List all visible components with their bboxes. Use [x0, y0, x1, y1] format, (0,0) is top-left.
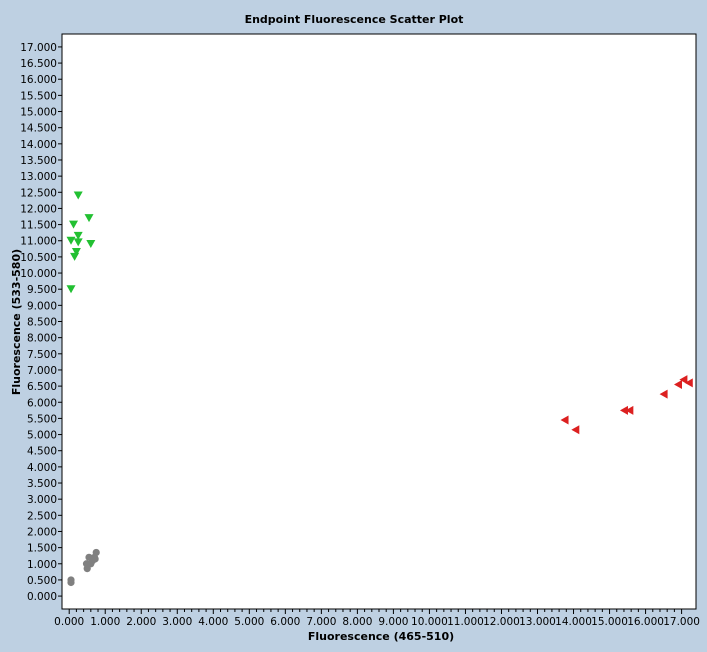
y-tick-label: 0.000	[27, 591, 57, 603]
y-tick-label: 1.500	[27, 543, 57, 555]
y-tick-label: 8.000	[27, 333, 57, 345]
x-tick-label: 6.000	[270, 616, 300, 628]
y-tick-label: 2.500	[27, 510, 57, 522]
data-point-green	[66, 285, 76, 294]
data-point-red	[684, 378, 693, 388]
data-points	[66, 191, 693, 587]
x-tick-label: 17.000	[663, 616, 700, 628]
y-tick-label: 16.500	[20, 58, 57, 70]
x-tick-label: 5.000	[234, 616, 264, 628]
y-tick-label: 12.000	[20, 203, 57, 215]
y-tick-label: 13.000	[20, 171, 57, 183]
y-tick-label: 8.500	[27, 317, 57, 329]
y-tick-label: 16.000	[20, 74, 57, 86]
y-tick-label: 9.500	[27, 284, 57, 296]
data-point-gray	[92, 548, 100, 557]
x-tick-label: 9.000	[378, 616, 408, 628]
data-point-green	[73, 238, 83, 247]
y-tick-label: 3.500	[27, 478, 57, 490]
y-tick-label: 12.500	[20, 187, 57, 199]
y-tick-label: 5.000	[27, 430, 57, 442]
y-tick-label: 4.500	[27, 446, 57, 458]
x-tick-label: 12.000	[483, 616, 520, 628]
data-point-red	[679, 375, 688, 385]
data-point-green	[86, 239, 96, 248]
data-point-green	[73, 191, 83, 200]
y-tick-label: 5.500	[27, 413, 57, 425]
x-tick-label: 4.000	[198, 616, 228, 628]
y-tick-label: 17.000	[20, 42, 57, 54]
y-tick-label: 2.000	[27, 526, 57, 538]
x-tick-label: 8.000	[342, 616, 372, 628]
y-tick-label: 3.000	[27, 494, 57, 506]
x-tick-label: 7.000	[306, 616, 336, 628]
data-point-green	[71, 248, 81, 257]
y-tick-label: 14.000	[20, 139, 57, 151]
data-point-red	[560, 415, 569, 425]
x-tick-label: 11.000	[447, 616, 484, 628]
x-axis-label: Fluorescence (465-510)	[308, 630, 454, 643]
y-tick-label: 11.000	[20, 236, 57, 248]
plot-area	[61, 33, 697, 610]
axes: 0.000 1.000 2.000 3.000 4.000 5.000 6.000 7.000…	[20, 42, 700, 628]
y-tick-label: 15.000	[20, 107, 57, 119]
x-tick-label: 0.000	[54, 616, 84, 628]
data-point-red	[619, 405, 628, 415]
x-tick-label: 16.000	[627, 616, 664, 628]
y-tick-label: 11.500	[20, 220, 57, 232]
data-point-red	[625, 405, 634, 415]
data-point-red	[571, 425, 580, 435]
data-point-green	[66, 236, 76, 245]
y-tick-label: 10.500	[20, 252, 57, 264]
data-point-gray	[67, 576, 75, 584]
data-point-green	[69, 220, 79, 229]
y-tick-label: 6.000	[27, 397, 57, 409]
y-tick-label: 1.000	[27, 559, 57, 571]
data-point-red	[673, 379, 682, 389]
data-point-green	[73, 231, 83, 240]
x-tick-label: 15.000	[591, 616, 628, 628]
chart-title: Endpoint Fluorescence Scatter Plot	[245, 13, 464, 26]
x-tick-label: 14.000	[555, 616, 592, 628]
y-tick-label: 13.500	[20, 155, 57, 167]
data-point-gray	[91, 555, 99, 563]
y-tick-label: 7.000	[27, 365, 57, 377]
y-axis-label: Fluorescence (533-580)	[10, 249, 23, 395]
x-tick-label: 13.000	[519, 616, 556, 628]
y-tick-label: 10.000	[20, 268, 57, 280]
y-tick-label: 4.000	[27, 462, 57, 474]
y-tick-label: 0.500	[27, 575, 57, 587]
x-tick-label: 2.000	[126, 616, 156, 628]
data-point-red	[659, 389, 668, 399]
data-point-green	[84, 214, 94, 223]
y-tick-label: 15.500	[20, 90, 57, 102]
y-tick-label: 7.500	[27, 349, 57, 361]
y-tick-label: 6.500	[27, 381, 57, 393]
y-tick-label: 9.000	[27, 300, 57, 312]
x-tick-label: 3.000	[162, 616, 192, 628]
x-tick-label: 1.000	[90, 616, 120, 628]
y-tick-label: 14.500	[20, 123, 57, 135]
x-tick-label: 10.000	[411, 616, 448, 628]
